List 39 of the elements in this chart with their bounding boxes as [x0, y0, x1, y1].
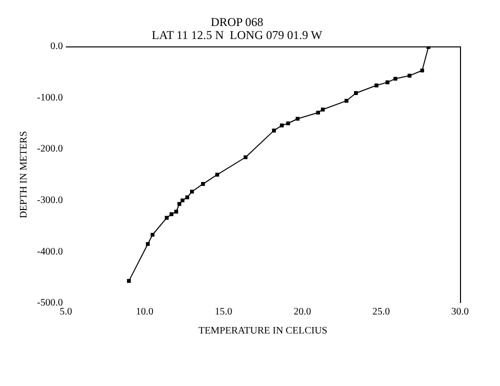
point [190, 190, 194, 194]
point [272, 128, 276, 132]
y-tick-label: 0.0 [50, 41, 63, 52]
point [393, 76, 398, 81]
point [201, 182, 205, 186]
chart-subtitle: LAT 11 12.5 N LONG 079 01.9 W [152, 28, 323, 42]
x-tick-label: 25.0 [372, 306, 390, 318]
point [354, 91, 358, 96]
y-axis-title: DEPTH IN METERS [18, 131, 30, 218]
x-tick-label: 15.0 [214, 306, 232, 318]
point [408, 74, 412, 78]
point [286, 121, 290, 126]
point [126, 279, 131, 283]
x-axis-title: TEMPERATURE IN CELCIUS [198, 326, 328, 337]
y-tick-label: -500.0 [36, 298, 63, 309]
point [386, 80, 390, 84]
point [244, 155, 248, 160]
x-tick-label: 10.0 [136, 306, 154, 318]
point [177, 202, 182, 206]
y-tick-label: -200.0 [36, 144, 63, 155]
x-tick-label: 5.0 [60, 306, 72, 318]
point [420, 68, 424, 72]
point [374, 83, 378, 88]
x-tick-label: 30.0 [451, 306, 469, 318]
point [170, 212, 174, 216]
y-tick-label: -100.0 [36, 92, 63, 104]
point [344, 98, 348, 103]
point [180, 198, 184, 202]
point [150, 232, 154, 237]
point [320, 108, 325, 112]
chart-title: DROP 068 [210, 14, 264, 29]
point [296, 116, 300, 121]
x-tick-label: 20.0 [294, 306, 312, 318]
point [280, 124, 284, 128]
y-tick-label: -400.0 [36, 246, 63, 258]
point [316, 110, 320, 115]
point [174, 210, 178, 214]
point [146, 242, 150, 246]
y-tick-label: -300.0 [36, 194, 63, 206]
